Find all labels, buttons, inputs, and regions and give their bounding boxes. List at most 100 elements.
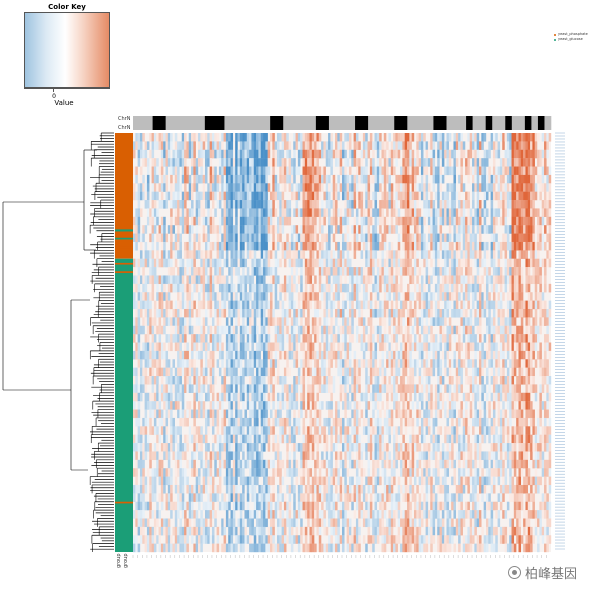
heatmap-cell xyxy=(383,334,387,343)
heatmap-cell xyxy=(325,208,329,217)
heatmap-cell xyxy=(314,401,317,410)
heatmap-cell xyxy=(297,183,301,192)
heatmap-cell xyxy=(258,216,261,226)
heatmap-cell xyxy=(163,434,166,444)
heatmap-cell xyxy=(351,283,354,293)
heatmap-cell xyxy=(228,208,231,217)
heatmap-cell xyxy=(204,434,208,444)
heatmap-cell xyxy=(411,434,415,444)
heatmap-cell xyxy=(335,526,338,536)
heatmap-cell xyxy=(170,250,173,259)
heatmap-cell xyxy=(237,308,241,318)
heatmap-cell xyxy=(386,526,389,536)
heatmap-cell xyxy=(207,409,210,419)
heatmap-cell xyxy=(283,174,287,184)
heatmap-cell xyxy=(181,133,185,142)
heatmap-cell xyxy=(221,451,224,461)
heatmap-cell xyxy=(177,392,180,402)
heatmap-cell xyxy=(137,350,141,360)
heatmap-cell xyxy=(402,225,405,234)
heatmap-cell xyxy=(204,283,208,293)
heatmap-cell xyxy=(293,275,296,285)
heatmap-cell xyxy=(244,283,247,293)
heatmap-cell xyxy=(400,275,403,285)
heatmap-cell xyxy=(360,149,364,159)
heatmap-cell xyxy=(228,535,231,544)
heatmap-cell xyxy=(348,543,352,553)
heatmap-cell xyxy=(267,434,271,444)
heatmap-cell xyxy=(416,535,419,544)
heatmap-cell xyxy=(211,133,215,142)
heatmap-cell xyxy=(195,250,199,259)
heatmap-cell xyxy=(325,200,329,209)
heatmap-cell xyxy=(153,300,157,310)
heatmap-cell xyxy=(276,401,280,410)
heatmap-cell xyxy=(288,158,292,167)
heatmap-cell xyxy=(314,518,317,528)
heatmap-cell xyxy=(293,409,296,419)
heatmap-cell xyxy=(160,216,164,226)
heatmap-cell xyxy=(372,518,375,528)
heatmap-cell xyxy=(302,141,306,150)
heatmap-cell xyxy=(328,241,331,251)
heatmap-cell xyxy=(256,191,259,201)
heatmap-cell xyxy=(321,401,324,410)
heatmap-cell xyxy=(393,149,396,159)
heatmap-cell xyxy=(346,468,350,477)
heatmap-cell xyxy=(332,216,336,226)
heatmap-cell xyxy=(416,283,419,293)
heatmap-cell xyxy=(411,359,415,368)
heatmap-cell xyxy=(300,409,303,419)
heatmap-cell xyxy=(418,283,422,293)
heatmap-cell xyxy=(239,543,243,553)
heatmap-cell xyxy=(260,292,264,301)
heatmap-cell xyxy=(369,476,373,486)
heatmap-cell xyxy=(139,141,143,150)
heatmap-cell xyxy=(142,233,145,243)
heatmap-cell xyxy=(235,484,238,494)
heatmap-cell xyxy=(204,409,208,419)
heatmap-cell xyxy=(290,518,294,528)
heatmap-cell xyxy=(153,526,157,536)
heatmap-cell xyxy=(225,200,229,209)
heatmap-cell xyxy=(302,350,306,360)
heatmap-cell xyxy=(304,434,308,444)
heatmap-cell xyxy=(293,401,296,410)
heatmap-cell xyxy=(311,133,315,142)
heatmap-cell xyxy=(149,543,152,553)
heatmap-cell xyxy=(383,200,387,209)
heatmap-cell xyxy=(369,133,373,142)
heatmap-cell xyxy=(253,510,257,519)
heatmap-cell xyxy=(353,384,357,393)
heatmap-cell xyxy=(133,434,136,444)
heatmap-cell xyxy=(362,484,366,494)
heatmap-cell xyxy=(388,359,391,368)
heatmap-cell xyxy=(260,484,264,494)
heatmap-cell xyxy=(390,484,394,494)
heatmap-cell xyxy=(351,158,354,167)
heatmap-cell xyxy=(318,426,322,435)
heatmap-cell xyxy=(149,342,152,352)
heatmap-cell xyxy=(281,283,285,293)
heatmap-cell xyxy=(256,166,259,176)
heatmap-cell xyxy=(177,225,180,234)
heatmap-cell xyxy=(314,501,317,511)
heatmap-cell xyxy=(263,141,266,150)
heatmap-cell xyxy=(318,342,322,352)
heatmap-cell xyxy=(383,149,387,159)
heatmap-cell xyxy=(195,409,199,419)
heatmap-cell xyxy=(276,535,280,544)
heatmap-cell xyxy=(332,250,336,259)
heatmap-cell xyxy=(388,283,391,293)
heatmap-cell xyxy=(302,493,306,502)
heatmap-cell xyxy=(223,191,227,201)
heatmap-cell xyxy=(395,208,398,217)
heatmap-cell xyxy=(177,384,180,393)
heatmap-cell xyxy=(209,367,213,377)
heatmap-cell xyxy=(407,350,410,360)
heatmap-cell xyxy=(237,535,241,544)
heatmap-cell xyxy=(232,426,236,435)
heatmap-cell xyxy=(372,459,375,469)
heatmap-cell xyxy=(281,526,285,536)
heatmap-cell xyxy=(179,158,182,167)
